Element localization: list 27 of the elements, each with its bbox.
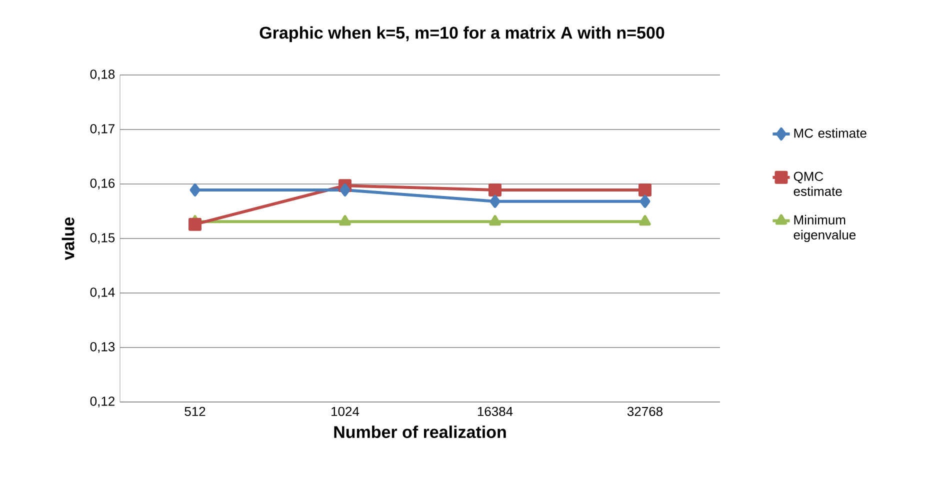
point (639, 215, 651, 226)
y-tick-label: 0,13 (90, 342, 115, 353)
point (640, 194, 650, 208)
y-tick-label: 0,18 (90, 70, 115, 80)
y-tick-label: 0,16 (90, 178, 115, 190)
y-axis-title: value (62, 217, 74, 260)
chart-title: Graphic when k=5, m=10 for a matrix A with n=500 (260, 26, 664, 42)
legend-label: Minimum eigenvalue (794, 214, 856, 242)
point (490, 194, 500, 208)
point (190, 183, 200, 196)
x-axis-title: Number of realization (334, 426, 506, 438)
y-tick-label: 0,15 (90, 233, 115, 244)
point (339, 215, 351, 226)
legend-label: MC estimate (794, 128, 866, 138)
point (489, 215, 501, 226)
x-tick-label: 32768 (627, 406, 663, 416)
legend-label: QMC estimate (794, 172, 842, 196)
x-tick-label: 1024 (332, 406, 360, 416)
y-tick-label: 0,14 (90, 288, 115, 298)
point (188, 218, 202, 231)
point (638, 183, 652, 196)
x-tick-label: 512 (184, 406, 206, 416)
y-tick-label: 0,17 (90, 124, 114, 135)
point (340, 183, 350, 196)
y-tick-label: 0,12 (90, 396, 114, 408)
x-tick-label: 16384 (478, 406, 513, 416)
point (488, 183, 502, 196)
